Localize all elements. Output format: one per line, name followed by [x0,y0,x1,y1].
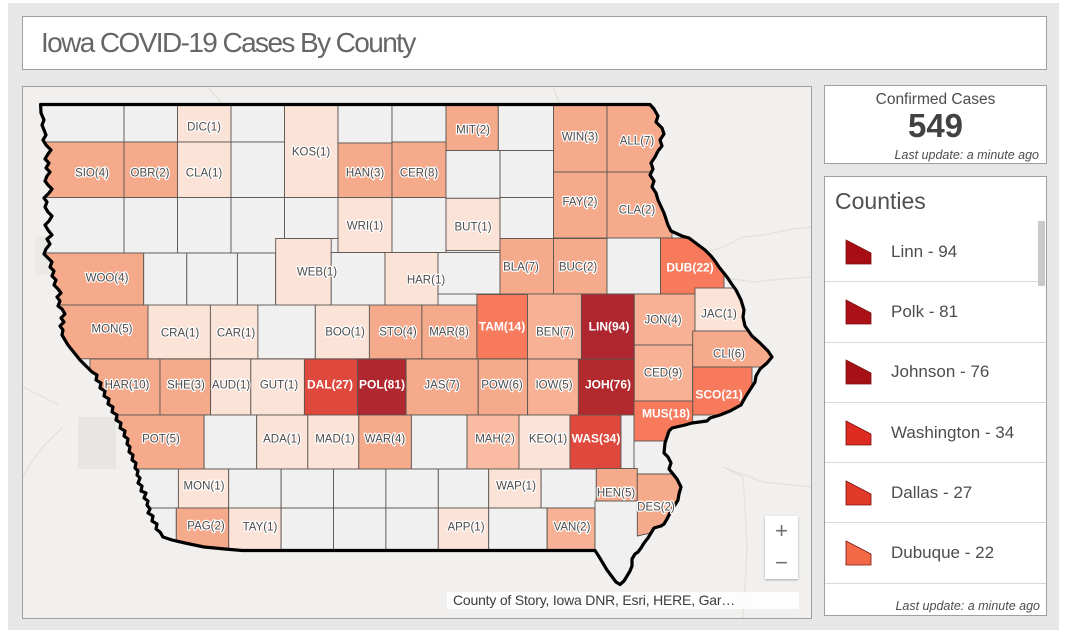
svg-text:AUD(1): AUD(1) [212,380,251,392]
svg-text:WAS(34): WAS(34) [572,432,621,446]
svg-text:MON(5): MON(5) [92,324,133,336]
svg-text:MAR(8): MAR(8) [429,327,469,339]
svg-text:WOO(4): WOO(4) [86,273,129,285]
svg-text:DIC(1): DIC(1) [187,122,221,134]
svg-text:GUT(1): GUT(1) [260,380,299,392]
svg-text:CLA(1): CLA(1) [186,168,223,180]
svg-text:DAL(27): DAL(27) [307,378,353,392]
svg-text:HAR(10): HAR(10) [105,380,150,392]
svg-text:CER(8): CER(8) [400,168,439,180]
svg-text:ADA(1): ADA(1) [263,434,301,446]
svg-text:HAN(3): HAN(3) [346,168,385,180]
svg-text:CLA(2): CLA(2) [619,205,656,217]
svg-text:SIO(4): SIO(4) [75,168,109,180]
svg-text:HEN(5): HEN(5) [597,488,636,500]
svg-text:JAC(1): JAC(1) [701,309,737,321]
svg-text:WIN(3): WIN(3) [562,132,599,144]
svg-text:MIT(2): MIT(2) [456,125,490,137]
svg-text:SHE(3): SHE(3) [167,380,205,392]
svg-text:WAP(1): WAP(1) [496,481,536,493]
svg-text:CAR(1): CAR(1) [217,328,256,340]
svg-text:FAY(2): FAY(2) [563,197,598,209]
svg-text:BOO(1): BOO(1) [325,327,365,339]
svg-text:KOS(1): KOS(1) [292,147,331,159]
svg-text:WAR(4): WAR(4) [365,434,406,446]
svg-text:JAS(7): JAS(7) [424,380,459,392]
svg-text:MAD(1): MAD(1) [315,434,355,446]
svg-text:ALL(7): ALL(7) [620,136,655,148]
svg-text:JOH(76): JOH(76) [585,378,631,392]
svg-text:VAN(2): VAN(2) [554,522,591,534]
svg-text:BUC(2): BUC(2) [559,262,598,274]
svg-text:TAM(14): TAM(14) [479,320,525,334]
svg-text:MAH(2): MAH(2) [475,434,515,446]
svg-text:MON(1): MON(1) [184,481,225,493]
svg-text:POW(6): POW(6) [481,380,523,392]
svg-text:WRI(1): WRI(1) [347,221,384,233]
svg-text:CLI(6): CLI(6) [713,349,745,361]
svg-text:SCO(21): SCO(21) [695,388,742,402]
svg-text:WEB(1): WEB(1) [297,267,337,279]
svg-text:OBR(2): OBR(2) [131,168,170,180]
svg-text:KEO(1): KEO(1) [529,434,568,446]
svg-text:JON(4): JON(4) [644,315,681,327]
svg-text:APP(1): APP(1) [447,522,484,534]
svg-text:CED(9): CED(9) [644,368,683,380]
svg-text:LIN(94): LIN(94) [589,320,630,334]
svg-text:STO(4): STO(4) [379,327,417,339]
svg-text:CRA(1): CRA(1) [161,328,200,340]
svg-text:POT(5): POT(5) [142,434,180,446]
svg-text:BLA(7): BLA(7) [503,262,539,274]
svg-text:TAY(1): TAY(1) [243,522,278,534]
svg-text:BEN(7): BEN(7) [536,327,574,339]
svg-text:MUS(18): MUS(18) [642,407,690,421]
svg-text:DUB(22): DUB(22) [666,261,713,275]
svg-text:PAG(2): PAG(2) [187,521,225,533]
svg-text:DES(2): DES(2) [637,502,675,514]
svg-text:IOW(5): IOW(5) [535,380,572,392]
svg-text:HAR(1): HAR(1) [407,275,446,287]
svg-text:POL(81): POL(81) [359,378,405,392]
svg-text:BUT(1): BUT(1) [454,222,491,234]
